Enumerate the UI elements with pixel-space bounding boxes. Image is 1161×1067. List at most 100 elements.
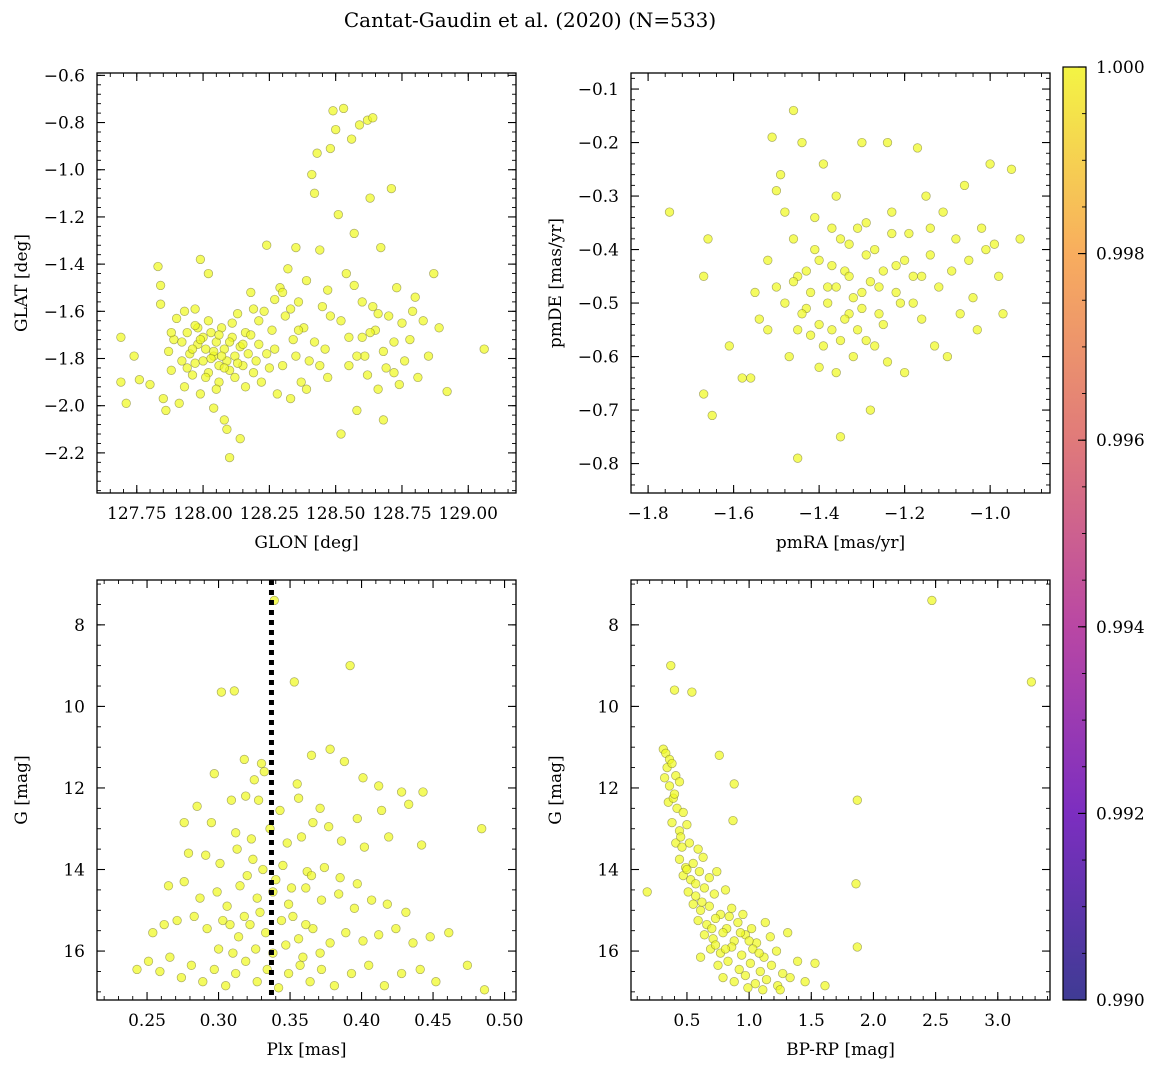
data-point bbox=[187, 344, 198, 354]
data-point bbox=[814, 319, 824, 330]
x-tick-label: 128.25 bbox=[240, 504, 299, 524]
axes-frame bbox=[630, 579, 1051, 1001]
data-point bbox=[381, 363, 391, 373]
axes-frame bbox=[630, 72, 1051, 494]
data-point bbox=[190, 304, 200, 314]
data-point bbox=[693, 844, 703, 854]
data-point bbox=[827, 325, 837, 335]
data-point bbox=[235, 434, 245, 444]
data-point bbox=[186, 960, 197, 970]
data-point bbox=[214, 330, 224, 340]
data-point bbox=[315, 803, 325, 813]
data-point bbox=[163, 881, 174, 891]
colorbar-tick-label: 0.990 bbox=[1096, 991, 1145, 1011]
data-point bbox=[256, 377, 267, 387]
data-point bbox=[793, 325, 803, 335]
scatter-points bbox=[664, 105, 1025, 463]
data-point bbox=[771, 186, 782, 196]
data-point bbox=[678, 807, 688, 818]
data-point bbox=[306, 750, 317, 760]
data-point bbox=[729, 779, 739, 789]
data-point bbox=[195, 893, 205, 903]
x-tick-label: 0.5 bbox=[673, 1011, 700, 1031]
data-point bbox=[221, 981, 231, 991]
data-point bbox=[840, 314, 850, 324]
data-point bbox=[981, 244, 991, 255]
data-point bbox=[171, 313, 182, 324]
data-point bbox=[165, 952, 175, 962]
data-point bbox=[301, 384, 312, 394]
colorbar-tick-label: 1.000 bbox=[1096, 58, 1145, 78]
scatter-points bbox=[116, 103, 489, 463]
data-point bbox=[354, 120, 365, 130]
data-point bbox=[272, 389, 282, 399]
data-point bbox=[116, 377, 126, 387]
data-point bbox=[291, 242, 301, 253]
data-point bbox=[344, 360, 354, 371]
data-point bbox=[693, 915, 703, 926]
data-point bbox=[908, 271, 918, 281]
x-tick-label: −1.0 bbox=[970, 504, 1011, 524]
data-point bbox=[784, 351, 794, 362]
data-point bbox=[331, 124, 341, 135]
data-point bbox=[750, 287, 760, 298]
data-point bbox=[695, 905, 706, 915]
data-point bbox=[195, 334, 206, 345]
data-point bbox=[352, 405, 362, 416]
data-point bbox=[267, 325, 277, 335]
data-point bbox=[857, 303, 867, 314]
data-point bbox=[316, 895, 327, 905]
data-point bbox=[728, 815, 738, 826]
data-point bbox=[899, 367, 910, 378]
data-point bbox=[301, 275, 312, 286]
data-point bbox=[904, 228, 914, 239]
x-tick-label: −1.2 bbox=[884, 504, 925, 524]
data-point bbox=[201, 372, 211, 383]
data-point bbox=[182, 327, 192, 338]
data-point bbox=[396, 787, 407, 797]
data-point bbox=[295, 960, 305, 970]
data-point bbox=[325, 143, 336, 154]
data-point bbox=[783, 928, 793, 938]
data-point bbox=[352, 879, 362, 889]
data-point bbox=[240, 382, 251, 392]
data-point bbox=[241, 791, 251, 801]
data-point bbox=[190, 358, 200, 368]
data-point bbox=[835, 432, 846, 442]
data-point bbox=[921, 191, 931, 201]
data-point bbox=[376, 242, 386, 253]
y-tick-label: 10 bbox=[63, 697, 85, 717]
data-point bbox=[288, 334, 298, 345]
data-point bbox=[805, 287, 816, 298]
data-point bbox=[865, 277, 876, 287]
data-point bbox=[934, 282, 944, 292]
data-point bbox=[155, 280, 166, 291]
data-point bbox=[129, 351, 139, 361]
data-point bbox=[364, 960, 374, 970]
data-point bbox=[870, 341, 880, 351]
data-point bbox=[704, 901, 714, 911]
data-point bbox=[712, 866, 722, 877]
data-point bbox=[145, 379, 155, 390]
data-point bbox=[852, 325, 863, 335]
y-tick-label: 12 bbox=[597, 779, 619, 799]
data-point bbox=[642, 887, 652, 897]
data-point bbox=[861, 218, 871, 228]
data-point bbox=[682, 820, 692, 830]
data-point bbox=[818, 159, 829, 169]
data-point bbox=[895, 298, 906, 308]
data-point bbox=[219, 415, 229, 425]
data-point bbox=[195, 254, 206, 265]
data-point bbox=[233, 932, 244, 942]
data-point bbox=[227, 318, 237, 328]
data-point bbox=[664, 207, 675, 217]
data-point bbox=[373, 309, 383, 319]
data-point bbox=[814, 362, 824, 372]
data-point bbox=[874, 309, 884, 319]
data-point bbox=[252, 977, 262, 987]
data-point bbox=[667, 817, 677, 828]
data-point bbox=[315, 245, 325, 255]
y-tick-label: 14 bbox=[597, 861, 619, 881]
data-point bbox=[852, 795, 862, 805]
data-point bbox=[323, 285, 333, 295]
